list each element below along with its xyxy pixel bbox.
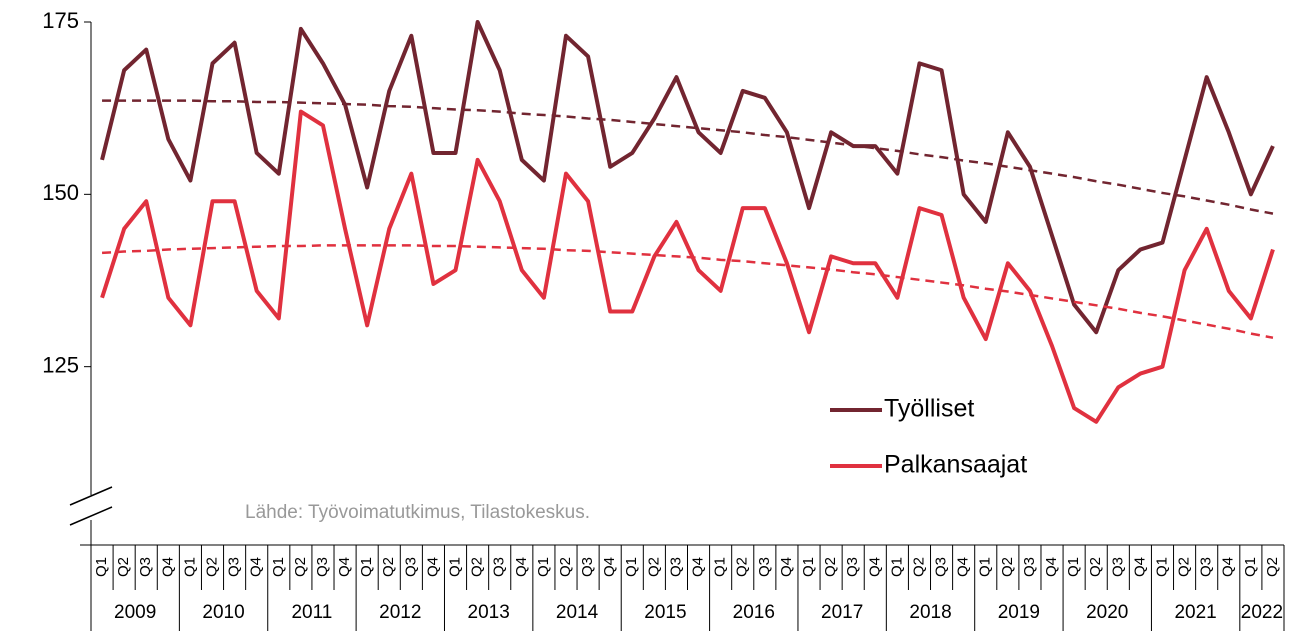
- x-tick-label: Q3: [1198, 557, 1215, 577]
- x-tick-label: Q2: [734, 557, 751, 577]
- x-group-label: 2013: [468, 602, 510, 623]
- x-group-label: 2015: [644, 602, 686, 623]
- x-group-label: 2009: [114, 602, 156, 623]
- x-group-label: 2020: [1086, 602, 1128, 623]
- legend-label: Palkansaajat: [884, 451, 1027, 479]
- x-tick-label: Q2: [1176, 557, 1193, 577]
- x-tick-label: Q2: [469, 557, 486, 577]
- x-group-label: 2014: [556, 602, 599, 623]
- x-tick-label: Q2: [1087, 557, 1104, 577]
- x-tick-label: Q1: [977, 557, 994, 577]
- x-tick-label: Q3: [137, 557, 154, 577]
- x-tick-label: Q1: [535, 557, 552, 577]
- x-group-label: 2018: [909, 602, 951, 623]
- x-tick-label: Q2: [1264, 557, 1281, 577]
- x-tick-label: Q4: [778, 557, 795, 577]
- x-tick-label: Q3: [1109, 557, 1126, 577]
- x-tick-label: Q4: [424, 557, 441, 577]
- y-tick-label: 175: [42, 8, 79, 33]
- x-tick-label: Q3: [579, 557, 596, 577]
- x-tick-label: Q4: [159, 557, 176, 577]
- axis-break: [69, 506, 113, 526]
- series-line: [100, 109, 1275, 424]
- y-tick-label: 125: [42, 352, 79, 377]
- x-tick-label: Q4: [866, 557, 883, 577]
- x-tick-label: Q2: [822, 557, 839, 577]
- x-tick-label: Q4: [1220, 557, 1237, 577]
- x-tick-label: Q4: [955, 557, 972, 577]
- x-tick-label: Q1: [888, 557, 905, 577]
- x-group-label: 2019: [998, 602, 1040, 623]
- x-tick-label: Q4: [601, 557, 618, 577]
- x-tick-label: Q3: [491, 557, 508, 577]
- legend-label: Työlliset: [884, 395, 974, 423]
- x-tick-label: Q1: [1153, 557, 1170, 577]
- trend-line: [101, 244, 1274, 339]
- axis-break: [69, 486, 113, 506]
- x-tick-label: Q2: [557, 557, 574, 577]
- x-tick-label: Q4: [690, 557, 707, 577]
- x-tick-label: Q2: [910, 557, 927, 577]
- x-group-label: 2012: [379, 602, 421, 623]
- series-line: [100, 20, 1275, 335]
- source-note: Lähde: Työvoimatutkimus, Tilastokeskus.: [245, 502, 590, 523]
- x-tick-label: Q3: [402, 557, 419, 577]
- x-tick-label: Q1: [93, 557, 110, 577]
- x-tick-label: Q4: [336, 557, 353, 577]
- x-tick-label: Q2: [999, 557, 1016, 577]
- x-group-label: 2010: [202, 602, 244, 623]
- x-tick-label: Q1: [712, 557, 729, 577]
- x-tick-label: Q4: [513, 557, 530, 577]
- x-tick-label: Q1: [181, 557, 198, 577]
- x-tick-label: Q3: [844, 557, 861, 577]
- x-tick-label: Q1: [1065, 557, 1082, 577]
- x-tick-label: Q2: [645, 557, 662, 577]
- y-tick-label: 150: [42, 180, 79, 205]
- x-tick-label: Q3: [1021, 557, 1038, 577]
- x-group-label: 2022: [1241, 602, 1283, 623]
- x-tick-label: Q2: [115, 557, 132, 577]
- x-tick-label: Q1: [446, 557, 463, 577]
- x-tick-label: Q3: [314, 557, 331, 577]
- x-tick-label: Q4: [248, 557, 265, 577]
- x-tick-label: Q2: [292, 557, 309, 577]
- x-tick-label: Q1: [270, 557, 287, 577]
- x-group-label: 2016: [733, 602, 775, 623]
- x-tick-label: Q1: [800, 557, 817, 577]
- x-tick-label: Q3: [226, 557, 243, 577]
- x-tick-label: Q1: [358, 557, 375, 577]
- x-tick-label: Q3: [667, 557, 684, 577]
- x-group-label: 2021: [1174, 602, 1216, 623]
- x-tick-label: Q1: [623, 557, 640, 577]
- x-group-label: 2017: [821, 602, 863, 623]
- x-tick-label: Q2: [380, 557, 397, 577]
- x-tick-label: Q4: [1043, 557, 1060, 577]
- x-group-label: 2011: [291, 602, 332, 623]
- x-tick-label: Q1: [1242, 557, 1259, 577]
- trend-line: [102, 99, 1274, 215]
- x-tick-label: Q3: [933, 557, 950, 577]
- x-tick-label: Q2: [203, 557, 220, 577]
- x-tick-label: Q3: [756, 557, 773, 577]
- x-tick-label: Q4: [1131, 557, 1148, 577]
